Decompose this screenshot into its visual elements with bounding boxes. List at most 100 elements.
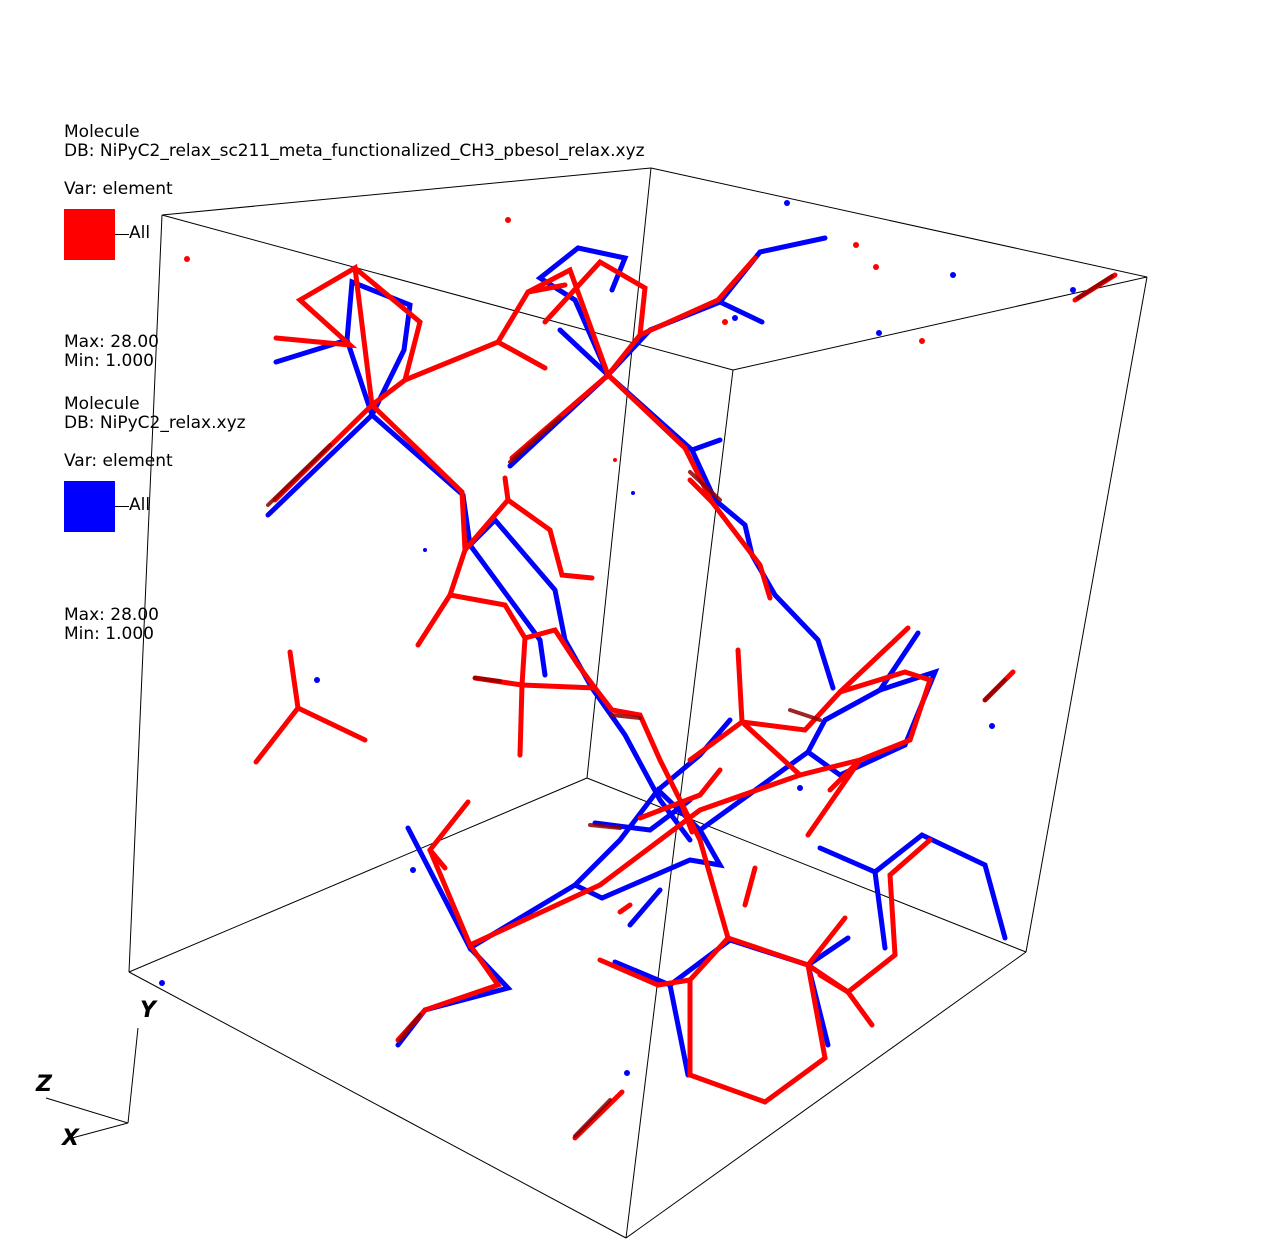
- box-edge: [732, 276, 1148, 371]
- bond: [517, 682, 525, 758]
- atom-red: [853, 242, 859, 248]
- atom-blue: [732, 315, 738, 321]
- legend-db: DB: NiPyC2_relax_sc211_meta_functionaliz…: [64, 141, 645, 161]
- atom-blue: [876, 330, 882, 336]
- legend-title: Molecule: [64, 394, 140, 414]
- bond: [687, 477, 715, 505]
- bond: [597, 772, 803, 888]
- box-edge: [586, 167, 652, 779]
- legend-swatch-label: All: [129, 223, 151, 243]
- bond: [447, 592, 598, 691]
- legend-range: Max: 28.00 Min: 1.000: [64, 606, 159, 644]
- bond: [535, 245, 629, 378]
- bond: [272, 263, 375, 503]
- bond: [687, 719, 745, 763]
- bond: [717, 299, 765, 325]
- legend-swatch-label: All: [129, 495, 151, 515]
- bond: [605, 372, 836, 691]
- legend-db: DB: NiPyC2_relax.xyz: [64, 413, 246, 433]
- bond: [395, 945, 513, 1048]
- axis-x-line: [71, 1122, 129, 1139]
- bond: [405, 749, 811, 952]
- bond: [572, 827, 725, 901]
- bond: [805, 757, 863, 838]
- bond: [827, 757, 863, 793]
- atom-blue: [159, 980, 165, 986]
- bond: [689, 437, 723, 453]
- bond: [739, 669, 934, 778]
- bond: [605, 372, 773, 601]
- legend-swatch-blue: [64, 481, 115, 532]
- atom-red: [613, 458, 617, 462]
- legend-max: Max: 28.00: [64, 605, 159, 625]
- legend-swatch-tick: [115, 234, 129, 235]
- bond: [688, 470, 722, 502]
- overlap-bonds: [266, 274, 1114, 1138]
- bond: [427, 847, 448, 871]
- bond: [473, 676, 502, 683]
- axis-y-line: [127, 1027, 139, 1124]
- bond: [677, 797, 828, 1105]
- bond: [573, 1098, 612, 1138]
- bond: [617, 902, 633, 915]
- bond: [877, 630, 921, 693]
- atom-blue: [989, 723, 995, 729]
- legend-molecule-relaxed-ch3: Molecule DB: NiPyC2_relax_sc211_meta_fun…: [64, 123, 645, 199]
- atom-blue: [950, 272, 956, 278]
- bond: [805, 915, 848, 968]
- legend-var: Var: element: [64, 451, 173, 471]
- bond: [667, 982, 691, 1078]
- bond: [369, 402, 468, 648]
- bond: [742, 865, 758, 908]
- axis-z-line: [45, 1097, 129, 1124]
- isolated-atoms: [159, 200, 1076, 1076]
- bond: [266, 443, 332, 507]
- atom-red: [722, 319, 728, 325]
- atom-red: [184, 256, 190, 262]
- atom-blue: [423, 548, 427, 552]
- box-edge: [128, 214, 163, 973]
- bond: [837, 625, 911, 695]
- bond: [610, 713, 642, 720]
- bond: [983, 678, 1007, 702]
- box-edge: [650, 167, 1148, 278]
- bond: [872, 832, 1008, 941]
- legend-swatch-red: [64, 209, 115, 260]
- box-edge: [128, 777, 588, 973]
- atom-blue: [410, 867, 416, 873]
- bond: [588, 823, 622, 830]
- legend-var: Var: element: [64, 179, 173, 199]
- atom-red: [919, 338, 925, 344]
- legend-max: Max: 28.00: [64, 332, 159, 352]
- legend-title: Molecule: [64, 122, 140, 142]
- bond: [612, 937, 831, 1048]
- bond: [627, 887, 663, 928]
- bond: [845, 989, 875, 1028]
- bond: [253, 705, 301, 765]
- atom-blue: [1070, 287, 1076, 293]
- bond: [344, 278, 413, 418]
- bond: [508, 416, 562, 464]
- axis-label-z: Z: [36, 1072, 52, 1097]
- bond: [1076, 274, 1114, 300]
- atom-blue: [784, 200, 790, 206]
- bond: [462, 475, 511, 553]
- legend-swatch-tick: [115, 506, 129, 507]
- bond: [637, 255, 758, 338]
- atom-blue: [624, 1070, 630, 1076]
- box-edge: [161, 167, 652, 216]
- atom-blue: [314, 677, 320, 683]
- atom-red: [505, 217, 511, 223]
- bond: [505, 497, 595, 581]
- legend-molecule-relaxed: Molecule DB: NiPyC2_relax.xyz Var: eleme…: [64, 395, 246, 471]
- legend-min: Min: 1.000: [64, 624, 154, 644]
- bond: [352, 265, 423, 408]
- bond: [637, 767, 723, 821]
- box-edge: [625, 951, 1027, 1239]
- legend-min: Min: 1.000: [64, 351, 154, 371]
- box-edge: [1025, 276, 1148, 953]
- bond: [817, 972, 851, 995]
- bond: [597, 957, 693, 988]
- bond: [427, 799, 603, 949]
